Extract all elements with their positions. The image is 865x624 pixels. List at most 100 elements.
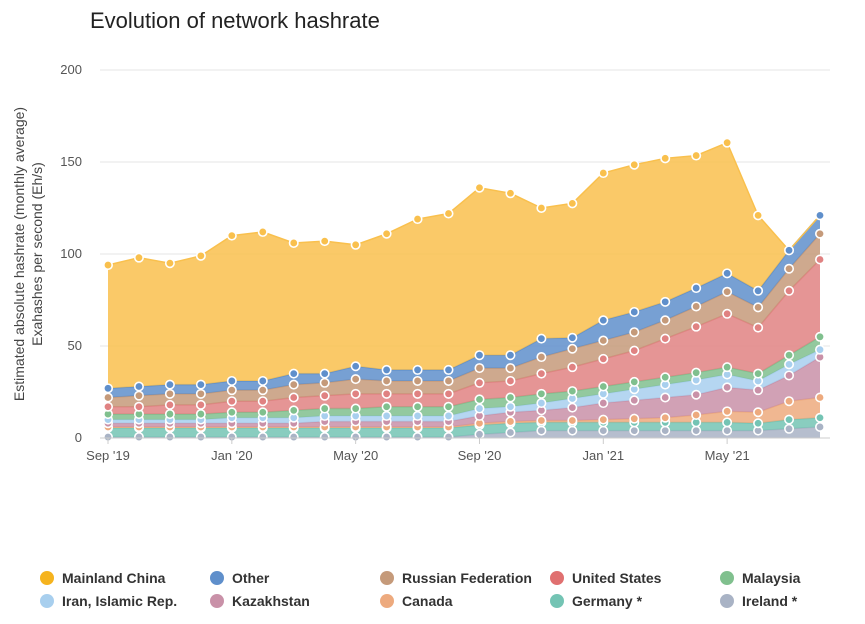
- point-ireland[interactable]: [257, 432, 268, 443]
- point-united-states[interactable]: [412, 388, 423, 399]
- point-other[interactable]: [691, 283, 702, 294]
- point-other[interactable]: [257, 375, 268, 386]
- point-canada[interactable]: [691, 409, 702, 420]
- point-mainland-china[interactable]: [753, 210, 764, 221]
- point-united-states[interactable]: [567, 362, 578, 373]
- point-russian-federation[interactable]: [103, 392, 114, 403]
- point-other[interactable]: [567, 332, 578, 343]
- point-kazakhstan[interactable]: [784, 370, 795, 381]
- point-germany[interactable]: [753, 418, 764, 429]
- point-russian-federation[interactable]: [660, 315, 671, 326]
- point-germany[interactable]: [784, 414, 795, 425]
- point-ireland[interactable]: [505, 427, 516, 438]
- legend-item-kazakhstan[interactable]: Kazakhstan: [210, 593, 310, 609]
- point-malaysia[interactable]: [567, 386, 578, 397]
- point-united-states[interactable]: [226, 396, 237, 407]
- point-mainland-china[interactable]: [103, 260, 114, 271]
- point-russian-federation[interactable]: [226, 385, 237, 396]
- point-other[interactable]: [412, 364, 423, 375]
- point-malaysia[interactable]: [629, 376, 640, 387]
- point-russian-federation[interactable]: [288, 379, 299, 390]
- point-other[interactable]: [814, 210, 825, 221]
- point-russian-federation[interactable]: [164, 388, 175, 399]
- point-canada[interactable]: [629, 413, 640, 424]
- point-ireland[interactable]: [660, 425, 671, 436]
- point-united-states[interactable]: [288, 392, 299, 403]
- point-other[interactable]: [722, 268, 733, 279]
- point-other[interactable]: [443, 364, 454, 375]
- point-russian-federation[interactable]: [598, 335, 609, 346]
- point-other[interactable]: [288, 368, 299, 379]
- point-malaysia[interactable]: [753, 368, 764, 379]
- point-russian-federation[interactable]: [691, 301, 702, 312]
- point-mainland-china[interactable]: [133, 252, 144, 263]
- legend-item-ireland[interactable]: Ireland *: [720, 593, 797, 609]
- point-united-states[interactable]: [133, 401, 144, 412]
- point-mainland-china[interactable]: [567, 198, 578, 209]
- point-other[interactable]: [536, 333, 547, 344]
- point-other[interactable]: [350, 361, 361, 372]
- point-ireland[interactable]: [195, 432, 206, 443]
- point-ireland[interactable]: [133, 432, 144, 443]
- point-other[interactable]: [381, 364, 392, 375]
- point-ireland[interactable]: [722, 425, 733, 436]
- legend-item-russian-federation[interactable]: Russian Federation: [380, 570, 532, 586]
- legend-item-mainland-china[interactable]: Mainland China: [40, 570, 165, 586]
- point-other[interactable]: [226, 375, 237, 386]
- point-malaysia[interactable]: [474, 394, 485, 405]
- point-iran-islamic-rep[interactable]: [443, 410, 454, 421]
- point-ireland[interactable]: [381, 432, 392, 443]
- point-united-states[interactable]: [629, 345, 640, 356]
- point-malaysia[interactable]: [319, 403, 330, 414]
- point-united-states[interactable]: [505, 375, 516, 386]
- point-malaysia[interactable]: [257, 407, 268, 418]
- point-mainland-china[interactable]: [598, 168, 609, 179]
- point-other[interactable]: [474, 350, 485, 361]
- point-mainland-china[interactable]: [443, 208, 454, 219]
- point-russian-federation[interactable]: [381, 375, 392, 386]
- point-germany[interactable]: [722, 417, 733, 428]
- point-kazakhstan[interactable]: [598, 398, 609, 409]
- point-mainland-china[interactable]: [691, 150, 702, 161]
- point-canada[interactable]: [814, 392, 825, 403]
- point-united-states[interactable]: [536, 368, 547, 379]
- point-iran-islamic-rep[interactable]: [505, 401, 516, 412]
- point-mainland-china[interactable]: [195, 250, 206, 261]
- point-united-states[interactable]: [257, 396, 268, 407]
- point-ireland[interactable]: [164, 432, 175, 443]
- point-ireland[interactable]: [784, 423, 795, 434]
- legend-item-other[interactable]: Other: [210, 570, 269, 586]
- point-other[interactable]: [629, 306, 640, 317]
- point-united-states[interactable]: [381, 388, 392, 399]
- point-russian-federation[interactable]: [412, 375, 423, 386]
- point-russian-federation[interactable]: [257, 385, 268, 396]
- point-malaysia[interactable]: [350, 403, 361, 414]
- point-russian-federation[interactable]: [753, 302, 764, 313]
- point-united-states[interactable]: [814, 254, 825, 265]
- point-malaysia[interactable]: [722, 362, 733, 373]
- point-canada[interactable]: [784, 396, 795, 407]
- point-mainland-china[interactable]: [660, 153, 671, 164]
- point-united-states[interactable]: [164, 399, 175, 410]
- point-iran-islamic-rep[interactable]: [536, 398, 547, 409]
- point-russian-federation[interactable]: [133, 390, 144, 401]
- point-malaysia[interactable]: [381, 401, 392, 412]
- point-iran-islamic-rep[interactable]: [784, 359, 795, 370]
- point-germany[interactable]: [814, 412, 825, 423]
- legend-item-iran-islamic-rep[interactable]: Iran, Islamic Rep.: [40, 593, 177, 609]
- point-mainland-china[interactable]: [474, 182, 485, 193]
- point-russian-federation[interactable]: [350, 374, 361, 385]
- point-mainland-china[interactable]: [350, 239, 361, 250]
- point-canada[interactable]: [536, 415, 547, 426]
- point-other[interactable]: [103, 383, 114, 394]
- point-malaysia[interactable]: [412, 401, 423, 412]
- legend-item-united-states[interactable]: United States: [550, 570, 661, 586]
- point-kazakhstan[interactable]: [753, 385, 764, 396]
- point-russian-federation[interactable]: [722, 286, 733, 297]
- point-canada[interactable]: [567, 415, 578, 426]
- point-malaysia[interactable]: [691, 367, 702, 378]
- point-malaysia[interactable]: [195, 409, 206, 420]
- point-mainland-china[interactable]: [164, 258, 175, 269]
- point-united-states[interactable]: [319, 390, 330, 401]
- point-malaysia[interactable]: [164, 409, 175, 420]
